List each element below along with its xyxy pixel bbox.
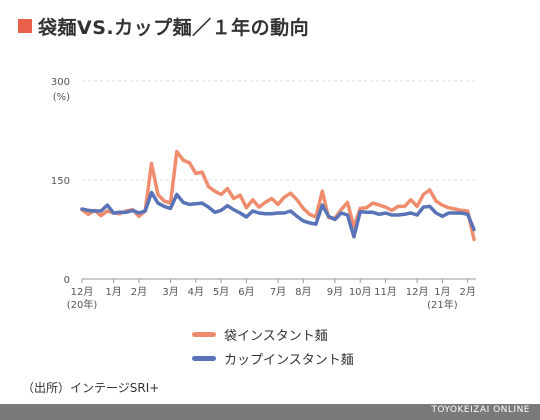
x-tick-label-12: 12月 [406, 286, 429, 298]
legend: 袋インスタント麺 カップインスタント麺 [192, 322, 354, 370]
footer-bar: TOYOKEIZAI ONLINE [0, 404, 540, 420]
y-tick-label-0: 0 [64, 275, 70, 286]
x-tick-label-4: 4月 [188, 286, 204, 298]
series-line-1 [80, 190, 476, 239]
legend-swatch-cup [192, 355, 216, 361]
x-tick-label-3: 3月 [162, 286, 178, 298]
x-tick-sublabel-13: (21年) [427, 298, 458, 311]
x-tick-label-11: 11月 [374, 286, 397, 298]
x-tick-label-5: 5月 [213, 286, 229, 298]
x-tick-label-14: 2月 [459, 286, 475, 298]
title-marker [18, 19, 32, 33]
x-tick-label-0: 12月 [71, 286, 94, 298]
x-tick-label-10: 10月 [349, 286, 372, 298]
legend-label-cup: カップインスタント麺 [224, 352, 354, 368]
x-tick-label-1: 1月 [105, 286, 121, 298]
legend-swatch-bag [192, 331, 216, 337]
x-tick-label-2: 2月 [131, 286, 147, 298]
footer-credit: TOYOKEIZAI ONLINE [431, 405, 530, 415]
legend-item-bag: 袋インスタント麺 [192, 322, 354, 346]
chart-title-row: 袋麺VS.カップ麺／１年の動向 [18, 12, 309, 40]
x-tick-label-7: 7月 [270, 286, 286, 298]
x-tick-label-8: 8月 [295, 286, 311, 298]
series-line-0 [80, 149, 476, 242]
y-tick-label-300: 300 [51, 77, 70, 88]
source-note: （出所）インテージSRI+ [22, 381, 160, 395]
legend-label-bag: 袋インスタント麺 [224, 328, 328, 344]
y-tick-label-150: 150 [51, 176, 70, 187]
x-tick-sublabel-0: (20年) [67, 298, 98, 311]
legend-item-cup: カップインスタント麺 [192, 346, 354, 370]
x-tick-label-13: 1月 [434, 286, 450, 298]
y-axis-unit: (%) [53, 92, 70, 103]
x-tick-label-9: 9月 [327, 286, 343, 298]
x-tick-label-6: 6月 [238, 286, 254, 298]
chart-title: 袋麺VS.カップ麺／１年の動向 [38, 16, 310, 39]
